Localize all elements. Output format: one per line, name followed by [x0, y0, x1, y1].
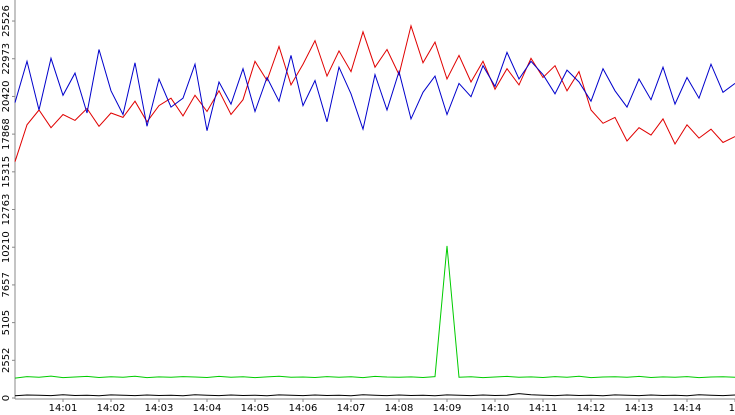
y-tick-label: 0 [1, 395, 12, 401]
series-line [14, 23, 735, 162]
y-tick-label: 5105 [1, 310, 12, 335]
y-tick-label: 7657 [1, 272, 12, 297]
x-tick-label: 14:11 [529, 403, 558, 414]
x-tick-label: 14:14 [673, 403, 702, 414]
series-line [14, 49, 735, 132]
x-tick-label: 14:04 [193, 403, 222, 414]
x-tick-label: 14:12 [577, 403, 606, 414]
y-tick-label: 15315 [1, 156, 12, 188]
y-tick-label: 25526 [1, 5, 12, 37]
x-tick-label: 14:13 [625, 403, 654, 414]
x-tick-label: 14:05 [241, 403, 270, 414]
x-tick-label: 14 [729, 403, 735, 414]
x-tick-label: 14:09 [433, 403, 462, 414]
x-tick-label: 14:03 [145, 403, 174, 414]
y-tick-label: 10210 [1, 231, 12, 263]
y-tick-label: 22973 [1, 43, 12, 75]
x-tick-label: 14:01 [49, 403, 78, 414]
series-line [14, 245, 735, 379]
x-tick-label: 14:06 [289, 403, 318, 414]
y-tick-label: 12763 [1, 194, 12, 226]
y-tick-label: 20420 [1, 81, 12, 113]
x-tick-label: 14:08 [385, 403, 414, 414]
x-tick-label: 14:10 [481, 403, 510, 414]
y-tick-label: 17868 [1, 118, 12, 150]
x-tick-label: 14:02 [97, 403, 126, 414]
x-tick-label: 14:07 [337, 403, 366, 414]
y-tick-label: 2552 [1, 348, 12, 373]
series-line [14, 393, 735, 397]
